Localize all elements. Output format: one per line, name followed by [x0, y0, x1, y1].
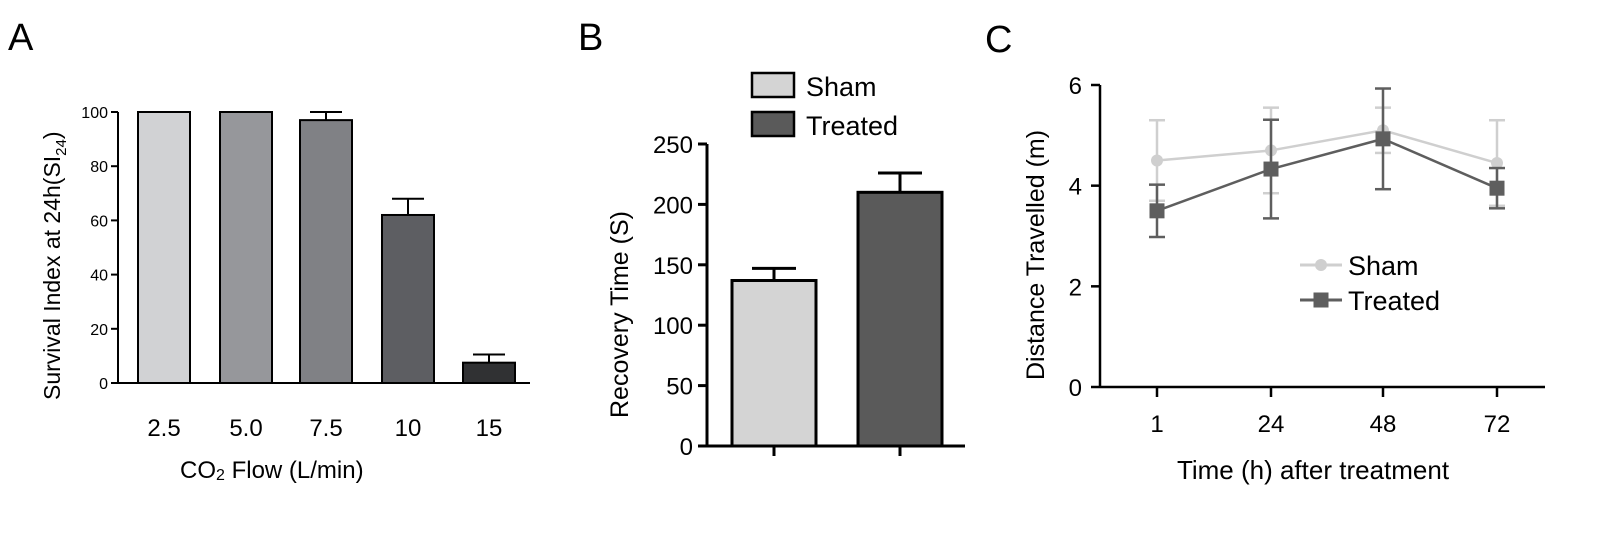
panel-label-c: C [985, 19, 1012, 61]
chart-a-x-tick-label: 7.5 [309, 415, 342, 442]
chart-b-bar [856, 190, 944, 448]
chart-a-y-tick-label: 100 [81, 105, 108, 122]
chart-b-y-axis-label: Recovery Time (S) [606, 211, 634, 418]
panel-label-a: A [8, 17, 34, 59]
chart-c-y-tick-label: 4 [1069, 174, 1082, 201]
panel-label-b: B [578, 17, 603, 59]
chart-a-x-tick-label: 10 [395, 415, 422, 442]
chart-c-x-tick-label: 24 [1258, 411, 1285, 438]
chart-b-bar [730, 279, 818, 448]
chart-b-y-tick-label: 0 [680, 434, 693, 461]
chart-c-legend-label: Sham [1348, 251, 1419, 281]
chart-c-point [1151, 154, 1163, 167]
chart-c-x-tick-label: 72 [1484, 411, 1511, 438]
chart-c-point [1263, 161, 1279, 177]
chart-a-bar [219, 111, 273, 384]
chart-b-y-tick-label: 50 [666, 374, 693, 401]
chart-c-y-tick-label: 2 [1069, 274, 1082, 301]
chart-b-legend-swatch [750, 110, 796, 138]
chart-a-x-tick-label: 2.5 [147, 415, 180, 442]
chart-c-series-line [1156, 137, 1498, 213]
chart-a-y-tick-label: 60 [90, 213, 108, 230]
chart-c-y-tick-label: 0 [1069, 375, 1082, 402]
chart-a-bar [299, 119, 353, 384]
chart-c-legend-marker [1315, 259, 1327, 271]
chart-b-legend-swatch [750, 71, 796, 99]
chart-c-series-treated [1149, 87, 1505, 239]
chart-c-point [1375, 131, 1391, 147]
chart-b: 0 50 100 150 200 250 Recovery Time (S) Sham Tr… [606, 71, 965, 461]
chart-c-point [1149, 203, 1165, 219]
chart-a-y-tick-label: 0 [99, 376, 108, 393]
chart-c-series-line [1156, 129, 1498, 165]
chart-c-y-axis-label: Distance Travelled (m) [1022, 130, 1050, 380]
chart-a-x-tick-label: 5.0 [229, 415, 262, 442]
chart-b-y-tick-label: 100 [653, 313, 693, 340]
chart-a-bar [462, 361, 516, 384]
chart-c-x-tick-label: 1 [1150, 411, 1163, 438]
chart-c-y-tick-label: 6 [1069, 73, 1082, 100]
chart-c-x-tick-label: 48 [1370, 411, 1397, 438]
chart-a-y-axis-label: Survival Index at 24h(SI24) [39, 131, 70, 400]
chart-a-bar [137, 111, 191, 384]
chart-c-series-sham [1149, 106, 1505, 208]
chart-c-x-axis-label: Time (h) after treatment [1177, 455, 1450, 485]
chart-a-x-tick-label: 15 [476, 415, 503, 442]
chart-c-point [1491, 157, 1503, 170]
chart-c-legend-marker [1313, 292, 1329, 308]
chart-a-bar [381, 213, 435, 384]
chart-c-point [1489, 180, 1505, 196]
chart-a-y-tick-label: 20 [90, 322, 108, 339]
chart-b-y-tick-label: 200 [653, 192, 693, 219]
chart-a-y-tick-label: 40 [90, 268, 108, 285]
chart-b-y-tick-label: 250 [653, 132, 693, 159]
chart-b-legend-label: Sham [806, 72, 877, 102]
chart-b-y-tick-label: 150 [653, 253, 693, 280]
chart-c-legend-label: Treated [1348, 286, 1440, 316]
chart-a: 2.5 5.0 7.5 10 15 0 20 40 60 80 100 Survival Index… [39, 105, 530, 484]
chart-a-y-tick-label: 80 [90, 159, 108, 176]
chart-a-x-axis-label: CO2 Flow (L/min) [180, 457, 364, 484]
chart-b-legend-label: Treated [806, 111, 898, 141]
